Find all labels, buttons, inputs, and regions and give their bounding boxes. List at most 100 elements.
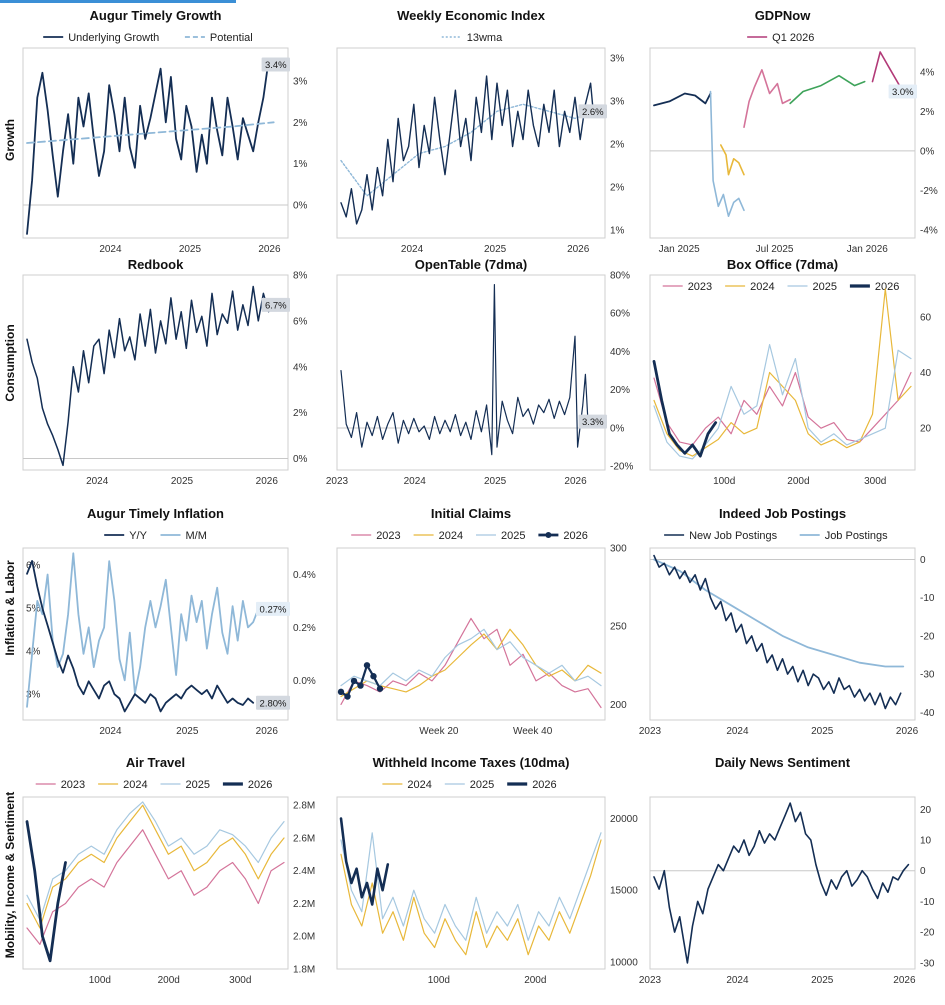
- series-line-y-y: [26, 560, 255, 713]
- panel-box-office: Box Office (7dma) 2023 2024 2025 2026 60 40 20 1…: [649, 257, 932, 487]
- x-tick-label: 2024: [86, 476, 109, 487]
- y-tick-label: 2.2M: [293, 899, 315, 910]
- x-tick-label: 2026: [893, 975, 916, 986]
- y-tick-label: -10: [920, 897, 935, 908]
- end-value-badge: [578, 414, 607, 429]
- y-tick-label: 20%: [610, 385, 630, 396]
- series-line-s2: [719, 144, 745, 176]
- series-line-2024: [340, 628, 602, 698]
- data-point: [376, 685, 384, 692]
- series-line-s0: [340, 284, 589, 456]
- series-line-s4: [789, 74, 866, 105]
- y-tick-label: -10: [920, 593, 935, 604]
- chart-title: Augur Timely Inflation: [87, 506, 224, 521]
- y-tick-label: -20: [920, 631, 935, 642]
- series-line-13wma: [340, 103, 594, 197]
- y-tick-label: 2%: [293, 118, 308, 129]
- plot-frame: [336, 547, 606, 721]
- end-value-label: 3.4%: [265, 60, 287, 71]
- series-line-m-m: [26, 552, 260, 708]
- panel-gdpnow: GDPNow Q1 2026 4% 2% 0% -2% -4% Jan 2025 Jul 202…: [649, 8, 938, 255]
- row-label: Inflation & Labor: [3, 560, 17, 656]
- chart-legend: Q1 2026: [747, 32, 814, 44]
- legend-entry: 2025: [501, 530, 525, 542]
- legend-entry: 2025: [186, 779, 210, 791]
- end-value-badge: [578, 104, 607, 119]
- y-tick-label: 60: [920, 312, 932, 323]
- series-line-2026: [25, 820, 67, 963]
- x-tick-label: 2024: [726, 726, 749, 737]
- y-tick-label: 0%: [920, 146, 935, 157]
- x-tick-label: 2026: [256, 726, 279, 737]
- y-tick-label: 20: [920, 424, 932, 435]
- legend-entry: Job Postings: [825, 530, 888, 542]
- chart-title: Weekly Economic Index: [397, 8, 546, 23]
- x-tick-label: 200d: [524, 975, 546, 986]
- chart-title: Air Travel: [126, 755, 185, 770]
- row-label: Consumption: [3, 324, 17, 401]
- data-point: [350, 677, 358, 685]
- x-tick-label: 300d: [864, 476, 886, 487]
- y-tick-label: 20: [920, 805, 932, 816]
- x-tick-label: 100d: [713, 476, 735, 487]
- y-tick-label: -30: [920, 958, 935, 969]
- plot-frame: [22, 47, 289, 239]
- series-line-underlying-growth: [26, 59, 275, 235]
- end-value-label: 2.80%: [260, 698, 287, 709]
- plot-frame: [649, 274, 916, 471]
- y-left-tick-label: 3%: [26, 690, 41, 701]
- series-line-2024: [653, 288, 912, 457]
- series-line-2025: [340, 628, 602, 687]
- y-tick-label: 6%: [293, 316, 308, 327]
- y-tick-label: 2%: [610, 183, 625, 194]
- y-tick-label: 1.8M: [293, 965, 315, 976]
- series-line-potential: [26, 121, 275, 144]
- end-value-label: 2.6%: [582, 107, 604, 118]
- series-line-q1-2026: [871, 51, 902, 89]
- data-point: [344, 693, 351, 700]
- series-line-2025: [340, 832, 602, 941]
- y-tick-label: 0: [920, 555, 926, 566]
- y-tick-label: 10: [920, 836, 932, 847]
- legend-entry: 2024: [750, 281, 774, 293]
- legend-entry: 2024: [407, 779, 431, 791]
- legend-marker: [545, 532, 552, 538]
- data-point: [337, 688, 345, 696]
- y-left-tick-label: 5%: [26, 604, 41, 615]
- x-tick-label: 2025: [811, 975, 834, 986]
- series-line-2024: [340, 839, 602, 956]
- legend-entry: Q1 2026: [772, 32, 814, 44]
- y-tick-label: 3%: [610, 54, 625, 65]
- y-tick-label: 2.0M: [293, 932, 315, 943]
- x-tick-label: 2025: [484, 476, 507, 487]
- y-tick-label: -20: [920, 928, 935, 939]
- panel-air-travel: Air Travel 2023 2024 2025 2026 2.8M 2.6M 2.4M 2.…: [22, 755, 315, 986]
- y-tick-label: 0: [920, 866, 926, 877]
- series-line-2023: [340, 617, 602, 709]
- legend-entry: 2026: [532, 779, 556, 791]
- legend-entry: 2024: [123, 779, 147, 791]
- y-tick-label: 250: [610, 622, 627, 633]
- x-tick-label: Jan 2025: [659, 244, 701, 255]
- row-label: Growth: [3, 119, 17, 161]
- series-line-2026: [652, 359, 718, 458]
- panel-indeed-postings: Indeed Job Postings New Job Postings Job P…: [639, 506, 935, 737]
- top-accent-bar: [0, 0, 236, 3]
- series-line-2023: [653, 371, 912, 446]
- legend-entry: 2026: [875, 281, 899, 293]
- series-line-s0: [653, 802, 910, 964]
- chart-title: Daily News Sentiment: [715, 755, 851, 770]
- chart-legend: 13wma: [441, 32, 503, 44]
- x-tick-label: Week 40: [513, 726, 553, 737]
- legend-entry: 2026: [248, 779, 272, 791]
- panel-news-sentiment: Daily News Sentiment 20 10 0 -10 -20 -30 2023 20…: [639, 755, 935, 986]
- y-tick-label: 10000: [610, 957, 638, 968]
- x-tick-label: 2025: [179, 244, 202, 255]
- chart-title: Redbook: [128, 257, 184, 272]
- chart-legend: 2023 2024 2025 2026: [351, 530, 588, 542]
- panel-redbook: Redbook 8% 6% 4% 2% 0% 2024 2025 2026 6.7%: [22, 257, 308, 487]
- x-tick-label: 2026: [896, 726, 919, 737]
- panel-augur-growth: Augur Timely Growth Underlying Growth Pote…: [22, 8, 308, 255]
- end-value-badge: [256, 695, 290, 710]
